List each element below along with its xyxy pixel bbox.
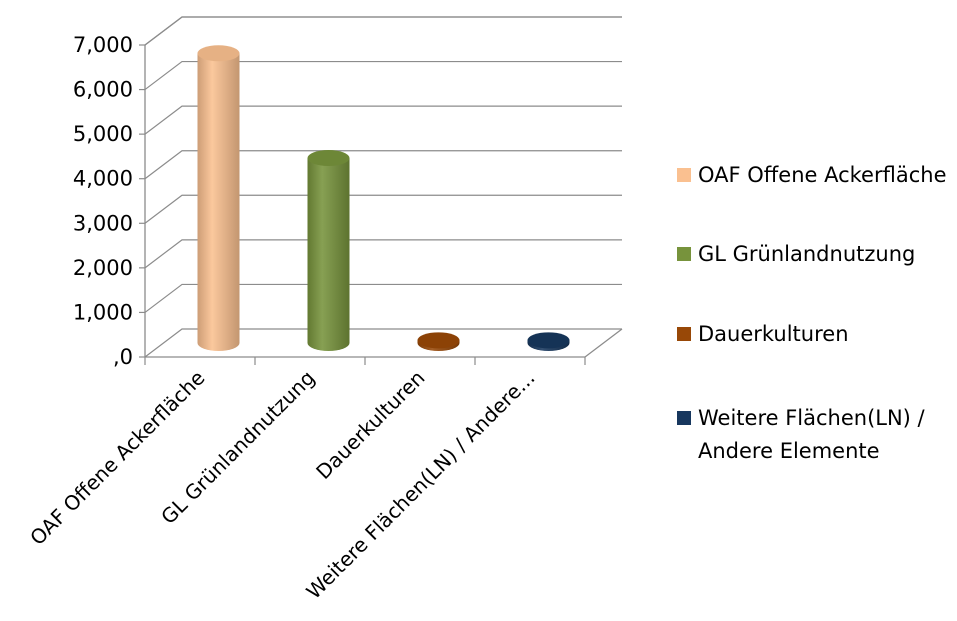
- x-category-label: Weitere Flächen(LN) / Andere...: [301, 366, 539, 604]
- legend-item: Dauerkulturen: [677, 322, 849, 346]
- legend-item: GL Grünlandnutzung: [677, 242, 915, 266]
- y-tick-label: 7,000: [73, 33, 133, 57]
- y-tick-label: 4,000: [73, 167, 133, 191]
- bar-top: [417, 332, 460, 349]
- legend-swatch: [677, 327, 691, 341]
- x-category-label: Dauerkulturen: [311, 366, 429, 484]
- y-tick-label: ,0: [113, 345, 133, 369]
- legend-item: Weitere Flächen(LN) / Andere Elemente: [677, 406, 926, 463]
- legend-label: OAF Offene Ackerfläche: [698, 163, 946, 187]
- gridline: [144, 16, 622, 46]
- bar-top: [527, 332, 570, 349]
- gridline: [144, 283, 622, 313]
- legend-label: Weitere Flächen(LN) /: [698, 406, 926, 430]
- y-tick-label: 1,000: [73, 300, 133, 324]
- legend-item: OAF Offene Ackerfläche: [677, 163, 946, 187]
- bar: [417, 332, 460, 351]
- gridline: [144, 194, 622, 224]
- legend-swatch: [677, 247, 691, 261]
- x-category-label: OAF Offene Ackerfläche: [25, 366, 209, 550]
- y-tick-label: 2,000: [73, 256, 133, 280]
- bar-body: [197, 53, 240, 352]
- legend-swatch: [677, 168, 691, 182]
- y-tick-label: 3,000: [73, 211, 133, 235]
- gridline: [144, 105, 622, 135]
- bar-top: [197, 45, 240, 62]
- bar-top: [307, 150, 350, 167]
- bar: [307, 150, 350, 351]
- y-tick-label: 5,000: [73, 122, 133, 146]
- legend-label: Dauerkulturen: [698, 322, 849, 346]
- legend-label: GL Grünlandnutzung: [698, 242, 915, 266]
- legend-label-cont: Andere Elemente: [698, 439, 880, 463]
- back-wall-top: [144, 16, 622, 46]
- bar: [527, 332, 570, 351]
- gridline: [144, 150, 622, 180]
- gridline: [144, 239, 622, 269]
- bar-body: [307, 158, 350, 351]
- legend-swatch: [677, 411, 691, 425]
- bar: [197, 45, 240, 352]
- y-tick-label: 6,000: [73, 78, 133, 102]
- gridline: [144, 60, 622, 91]
- gridline: [144, 328, 622, 358]
